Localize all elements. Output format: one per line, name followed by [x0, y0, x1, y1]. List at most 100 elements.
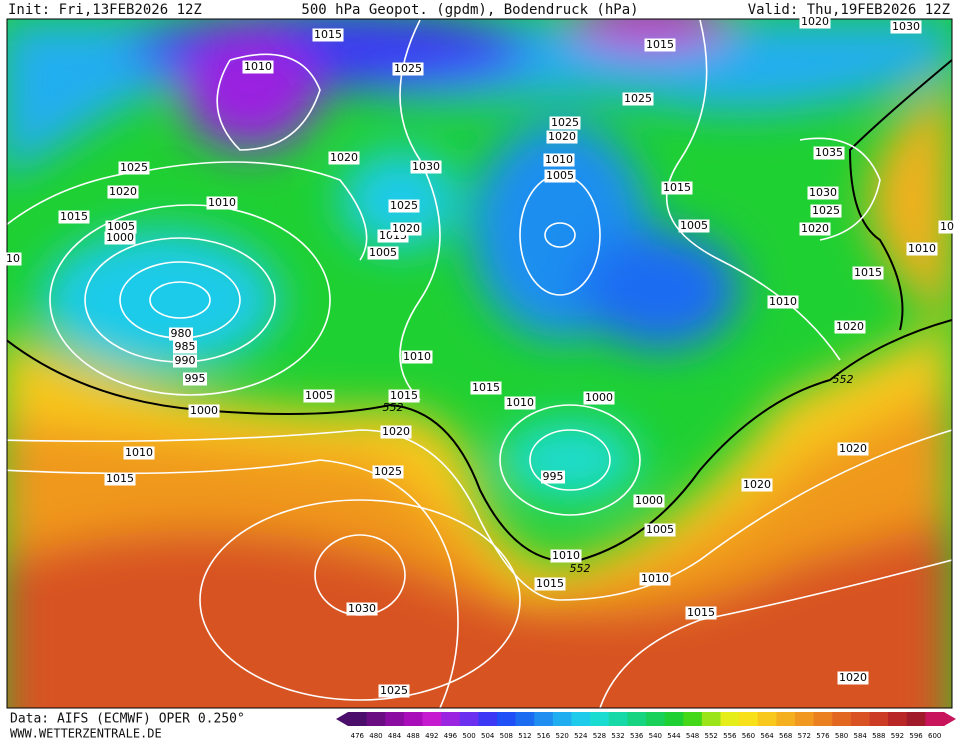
isobar-label-group: 1025 [549, 116, 581, 130]
isobar-label-box [543, 153, 575, 167]
isobar-label-box [644, 38, 676, 52]
isobar-label: 1015 [60, 210, 88, 223]
isobar-label-group: 1030 [410, 160, 442, 174]
isobar-label-group: 1020 [546, 130, 578, 144]
colorbar-segment [925, 712, 945, 726]
isobar-label: 1020 [382, 425, 410, 438]
isobar-label: 1000 [635, 494, 663, 507]
isobar-label: 1020 [548, 130, 576, 143]
isobar-label: 995 [185, 372, 206, 385]
isobar-label: 985 [175, 340, 196, 353]
isobar-label-group: 1020 [390, 222, 422, 236]
isobar-label-box [378, 684, 410, 698]
isobar-label-group: 10 [938, 220, 956, 234]
isobar-label: 1015 [314, 28, 342, 41]
isobar-label-box [678, 219, 710, 233]
isobar-label-group: 1000 [104, 231, 136, 245]
colorbar-segment [795, 712, 815, 726]
colorbar-label: 480 [369, 732, 382, 740]
isobar-label-group: 1020 [799, 15, 831, 29]
isobar-label: 1000 [190, 404, 218, 417]
isobar-label: 1020 [839, 671, 867, 684]
isobar-label: 1015 [106, 472, 134, 485]
geopotential-label: 552 [570, 562, 591, 575]
isobar-label-group: 1020 [380, 425, 412, 439]
isobar-label-group: 1035 [813, 146, 845, 160]
colorbar-label: 484 [388, 732, 402, 740]
colorbar-label: 572 [798, 732, 811, 740]
isobar-label-box [906, 242, 938, 256]
colorbar-label: 600 [928, 732, 941, 740]
colorbar-arrow-low [336, 712, 348, 726]
isobar-label-box [173, 354, 197, 368]
isobar-label-box [372, 465, 404, 479]
isobar-label: 1010 [403, 350, 431, 363]
colorbar-label: 536 [630, 732, 644, 740]
isobar-label-group: 1005 [303, 389, 335, 403]
isobar-label: 1015 [646, 38, 674, 51]
isobar-label-box [346, 602, 378, 616]
isobar-label-group: 995 [183, 372, 207, 386]
isobar-label: 1005 [680, 219, 708, 232]
colorbar-segment [850, 712, 870, 726]
isobar-label-group: 1010 [401, 350, 433, 364]
isobar-label-group: 1015 [104, 472, 136, 486]
isobar-label: 1025 [394, 62, 422, 75]
isobar-label: 1010 [552, 549, 580, 562]
isobar-label: 1020 [839, 442, 867, 455]
isobar-label: 1020 [109, 185, 137, 198]
isobar-label-box [107, 185, 139, 199]
colorbar-arrow-high [944, 712, 956, 726]
colorbar-label: 516 [537, 732, 551, 740]
colorbar-label: 492 [425, 732, 438, 740]
colorbar-segment [646, 712, 666, 726]
site: WWW.WETTERZENTRALE.DE [10, 727, 162, 741]
isobar-label: 1020 [801, 15, 829, 28]
colorbar-label: 584 [854, 732, 868, 740]
colorbar-label: 524 [574, 732, 588, 740]
isobar-label-group: 1005 [678, 219, 710, 233]
isobar-label-group: 1010 [767, 295, 799, 309]
isobar-label-group: 1025 [392, 62, 424, 76]
isobar-label-group: 1005 [367, 246, 399, 260]
isobar-label-box [852, 266, 884, 280]
colorbar-label: 592 [891, 732, 904, 740]
isobar-label: 1015 [536, 577, 564, 590]
isobar-label-group: 1030 [346, 602, 378, 616]
colorbar-label: 596 [909, 732, 923, 740]
isobar-label-box [388, 389, 420, 403]
isobar-label: 1010 [908, 242, 936, 255]
isobar-label: 10 [940, 220, 954, 233]
isobar-label-group: 1015 [470, 381, 502, 395]
isobar-label-box [767, 295, 799, 309]
isobar-label-group: 985 [173, 340, 197, 354]
isobar-label: 995 [543, 470, 564, 483]
isobar-label-box [799, 222, 831, 236]
isobar-label: 1015 [472, 381, 500, 394]
colorbar-label: 564 [760, 732, 774, 740]
colorbar-segment [832, 712, 852, 726]
isobar-label-group: 980 [169, 327, 193, 341]
isobar-label-box [890, 20, 922, 34]
map-frame [6, 18, 953, 709]
colorbar: 476 480 484 488 492 496 500 504 508 512 516 520 524 5… [336, 712, 956, 740]
isobar-label: 1000 [585, 391, 613, 404]
isobar-label: 1025 [374, 465, 402, 478]
isobar-label: 1020 [801, 222, 829, 235]
colorbar-label: 496 [444, 732, 458, 740]
colorbar-segment [683, 712, 703, 726]
colorbar-segment [869, 712, 889, 726]
geopotential-label: 552 [383, 401, 404, 414]
colorbar-label: 508 [500, 732, 513, 740]
colorbar-label: 560 [742, 732, 755, 740]
isobar-label-box [328, 151, 360, 165]
isobar-label-group: 1010 [550, 549, 582, 563]
colorbar-label: 568 [779, 732, 792, 740]
geopotential-label-group: 552 [570, 562, 591, 575]
colorbar-label: 556 [723, 732, 737, 740]
isobar-label-group: 1010 [504, 396, 536, 410]
isobar-label-box [938, 220, 956, 234]
isobar-label-group: 1030 [807, 186, 839, 200]
isobar-label: 990 [175, 354, 196, 367]
